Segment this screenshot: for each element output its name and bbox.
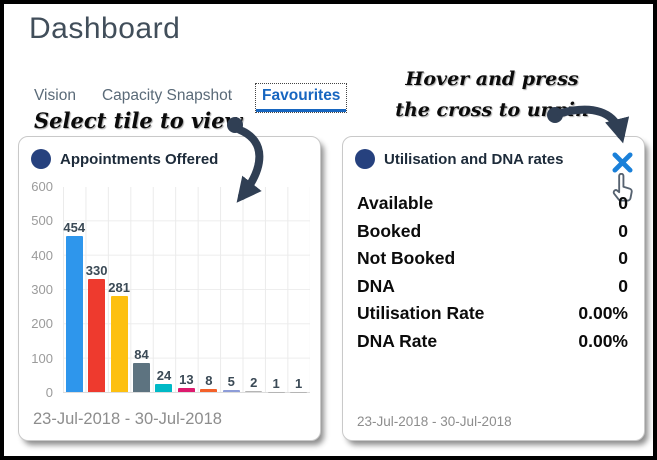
- y-axis-tick: 200: [31, 316, 53, 332]
- stat-row-booked: Booked 0: [357, 221, 628, 249]
- tile-header: Utilisation and DNA rates: [355, 149, 563, 169]
- annotation-unpin-line1: Hover and press: [405, 68, 579, 90]
- bar-1: 330: [85, 262, 108, 392]
- bar-rect: [155, 383, 173, 392]
- stat-value: 0: [618, 275, 628, 296]
- bar-4: 24: [153, 368, 175, 392]
- bar-rect: [110, 295, 128, 392]
- y-axis-tick: 500: [31, 213, 53, 229]
- bar-value-label: 5: [227, 374, 235, 390]
- stat-row-dna: DNA 0: [357, 276, 628, 304]
- y-axis-tick: 100: [31, 350, 53, 366]
- page-title: Dashboard: [29, 12, 181, 45]
- unpin-cross-icon[interactable]: [612, 152, 633, 173]
- annotation-unpin: Hover and press the cross to unpin: [387, 64, 597, 126]
- stat-value: 0.00%: [578, 303, 628, 323]
- bar-0: 454: [63, 220, 85, 392]
- stat-label: Booked: [357, 220, 422, 241]
- stat-value: 0: [618, 248, 628, 268]
- stat-value: 0: [618, 193, 628, 213]
- y-axis-tick: 300: [31, 282, 53, 297]
- stat-label: DNA Rate: [357, 330, 438, 351]
- stat-row-dna-rate: DNA Rate 0.00%: [357, 331, 628, 359]
- tab-capacity-snapshot[interactable]: Capacity Snapshot: [101, 87, 233, 104]
- bar-5: 13: [175, 372, 197, 392]
- bar-2: 281: [108, 280, 130, 392]
- bar-rect: [200, 389, 218, 392]
- circle-icon: [31, 149, 51, 169]
- bar-rect: [88, 278, 106, 392]
- bar-value-label: 13: [179, 371, 194, 387]
- bar-value-label: 1: [294, 375, 303, 391]
- bar-value-label: 1: [272, 375, 280, 391]
- annotation-select-tile: Select tile to view: [34, 108, 243, 133]
- bar-value-label: 84: [134, 347, 149, 363]
- stat-label: Utilisation Rate: [357, 303, 485, 323]
- stat-label: Not Booked: [357, 248, 456, 268]
- tile-utilisation-dna[interactable]: Utilisation and DNA rates Available 0 Bo…: [342, 136, 645, 441]
- bar-rect: [133, 363, 151, 392]
- stat-row-utilisation-rate: Utilisation Rate 0.00%: [357, 303, 628, 331]
- bar-value-label: 8: [205, 373, 213, 389]
- bar-rect: [245, 391, 263, 392]
- stat-value: 0: [618, 220, 628, 241]
- tile-title: Utilisation and DNA rates: [384, 150, 564, 168]
- stat-row-available: Available 0: [357, 193, 628, 221]
- date-range-label: 23-Jul-2018 - 30-Jul-2018: [33, 410, 222, 428]
- bar-rect: [222, 390, 240, 392]
- bar-7: 5: [220, 374, 242, 392]
- stat-label: Available: [357, 193, 434, 213]
- tile-appointments-offered[interactable]: Appointments Offered 600 500 400 300 200 100 0…: [18, 136, 321, 441]
- bar-rect: [177, 387, 195, 392]
- bar-value-label: 330: [85, 262, 108, 278]
- bar-9: 1: [265, 376, 287, 392]
- chart-y-axis: 600 500 400 300 200 100 0: [19, 179, 57, 400]
- tab-vision[interactable]: Vision: [34, 87, 76, 104]
- bar-8: 2: [243, 375, 265, 392]
- y-axis-tick: 600: [31, 179, 53, 194]
- bar-value-label: 2: [250, 375, 258, 391]
- chart-plot: 454 330 281 84 24 13 8 5 2 1 1: [63, 187, 310, 393]
- y-axis-tick: 400: [31, 247, 53, 263]
- y-axis-tick: 0: [45, 385, 53, 400]
- tile-header: Appointments Offered: [31, 149, 218, 169]
- bar-10: 1: [287, 376, 309, 392]
- tab-bar: Vision Capacity Snapshot Favourites: [32, 83, 348, 113]
- stat-value: 0.00%: [578, 330, 628, 351]
- annotation-unpin-line2: the cross to unpin: [395, 99, 589, 121]
- bar-value-label: 24: [156, 367, 172, 383]
- bar-rect: [65, 236, 83, 392]
- bar-value-label: 454: [63, 220, 86, 236]
- tab-favourites[interactable]: Favourites: [255, 83, 348, 113]
- stat-label: DNA: [357, 275, 395, 296]
- circle-icon: [355, 149, 375, 169]
- tile-title: Appointments Offered: [60, 150, 219, 168]
- stats-list: Available 0 Booked 0 Not Booked 0 DNA 0 …: [357, 193, 628, 358]
- date-range-label: 23-Jul-2018 - 30-Jul-2018: [357, 414, 512, 429]
- bar-value-label: 281: [108, 279, 130, 295]
- bar-3: 84: [130, 347, 152, 392]
- bar-6: 8: [198, 373, 220, 392]
- stat-row-not-booked: Not Booked 0: [357, 248, 628, 276]
